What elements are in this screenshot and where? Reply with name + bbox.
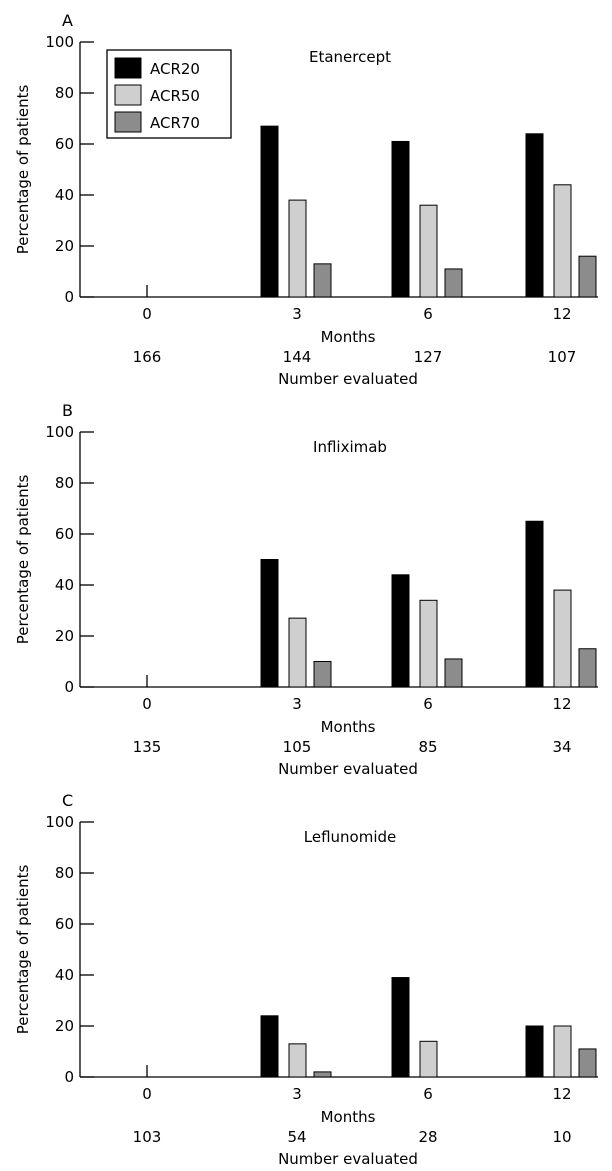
panel-title: Leflunomide: [304, 828, 397, 846]
number-evaluated-value: 107: [548, 348, 577, 366]
bar-acr20-3: [260, 1015, 279, 1078]
y-tick-label: 20: [55, 627, 74, 645]
x-tick-label: 3: [292, 695, 302, 713]
bar-acr70-3: [313, 661, 332, 688]
y-tick-label: 20: [55, 237, 74, 255]
bar-acr70-6: [444, 268, 463, 298]
y-tick-label: 60: [55, 525, 74, 543]
x-tick-label: 0: [142, 305, 152, 323]
bar-acr50-3: [288, 1043, 307, 1078]
bar-acr70-3: [313, 1071, 332, 1078]
number-evaluated-value: 54: [287, 1128, 306, 1146]
bar-acr20-12: [525, 1025, 544, 1078]
x-axis-title: Months: [321, 328, 376, 346]
bar-acr50-6: [419, 204, 438, 298]
bar-acr20-12: [525, 520, 544, 688]
legend: ACR20 ACR50 ACR70: [106, 49, 232, 139]
panel-letter: C: [62, 791, 73, 810]
y-axis-title: Percentage of patients: [14, 475, 32, 645]
y-tick-label: 40: [55, 576, 74, 594]
number-evaluated-value: 105: [283, 738, 312, 756]
legend-swatch-acr20: [114, 57, 142, 79]
x-tick-label: 0: [142, 695, 152, 713]
x-axis-title: Months: [321, 718, 376, 736]
bar-acr70-12: [578, 1048, 597, 1078]
bar-acr50-12: [553, 1025, 572, 1078]
y-tick-label: 80: [55, 864, 74, 882]
y-tick-label: 60: [55, 915, 74, 933]
bar-acr70-12: [578, 648, 597, 688]
bar-acr50-12: [553, 184, 572, 298]
x-tick-label: 0: [142, 1085, 152, 1103]
number-evaluated-value: 103: [133, 1128, 162, 1146]
x-tick-label: 6: [423, 305, 433, 323]
x-tick-label: 6: [423, 1085, 433, 1103]
legend-label-acr70: ACR70: [150, 114, 200, 132]
x-tick-label: 3: [292, 1085, 302, 1103]
bar-acr20-6: [391, 977, 410, 1078]
y-tick-label: 40: [55, 186, 74, 204]
number-evaluated-value: 135: [133, 738, 162, 756]
x-axis-title: Months: [321, 1108, 376, 1126]
bar-acr20-3: [260, 125, 279, 298]
y-tick-label: 40: [55, 966, 74, 984]
panel-title: Infliximab: [313, 438, 387, 456]
legend-label-acr20: ACR20: [150, 60, 200, 78]
number-evaluated-value: 144: [283, 348, 312, 366]
number-evaluated-value: 34: [552, 738, 571, 756]
number-evaluated-value: 166: [133, 348, 162, 366]
bar-acr70-3: [313, 263, 332, 298]
bar-acr70-12: [578, 255, 597, 298]
number-evaluated-value: 28: [418, 1128, 437, 1146]
y-tick-label: 60: [55, 135, 74, 153]
x-tick-label: 12: [552, 695, 571, 713]
x-tick-label: 6: [423, 695, 433, 713]
y-tick-label: 80: [55, 84, 74, 102]
bar-acr70-6: [444, 658, 463, 688]
number-evaluated-label: Number evaluated: [278, 760, 418, 778]
y-tick-label: 80: [55, 474, 74, 492]
x-tick-label: 12: [552, 305, 571, 323]
bar-acr50-6: [419, 1040, 438, 1078]
y-tick-label: 100: [45, 423, 74, 441]
number-evaluated-label: Number evaluated: [278, 370, 418, 388]
panel-title: Etanercept: [309, 48, 391, 66]
y-axis-title: Percentage of patients: [14, 865, 32, 1035]
y-axis-title: Percentage of patients: [14, 85, 32, 255]
bar-acr50-6: [419, 599, 438, 688]
bar-acr50-3: [288, 199, 307, 298]
number-evaluated-value: 127: [414, 348, 443, 366]
number-evaluated-value: 10: [552, 1128, 571, 1146]
x-tick-label: 12: [552, 1085, 571, 1103]
bar-acr20-3: [260, 559, 279, 688]
number-evaluated-value: 85: [418, 738, 437, 756]
y-tick-label: 20: [55, 1017, 74, 1035]
x-tick-label: 3: [292, 305, 302, 323]
legend-swatch-acr50: [114, 84, 142, 106]
bar-acr20-6: [391, 140, 410, 298]
bar-acr20-6: [391, 574, 410, 688]
y-tick-label: 0: [64, 678, 74, 696]
panel-letter: A: [62, 11, 73, 30]
legend-swatch-acr70: [114, 111, 142, 133]
y-tick-label: 0: [64, 1068, 74, 1086]
bar-acr50-3: [288, 617, 307, 688]
bar-acr20-12: [525, 133, 544, 298]
y-tick-label: 0: [64, 288, 74, 306]
y-tick-label: 100: [45, 813, 74, 831]
bar-acr50-12: [553, 589, 572, 688]
legend-label-acr50: ACR50: [150, 87, 200, 105]
panel-letter: B: [62, 401, 73, 420]
number-evaluated-label: Number evaluated: [278, 1150, 418, 1168]
y-tick-label: 100: [45, 33, 74, 51]
